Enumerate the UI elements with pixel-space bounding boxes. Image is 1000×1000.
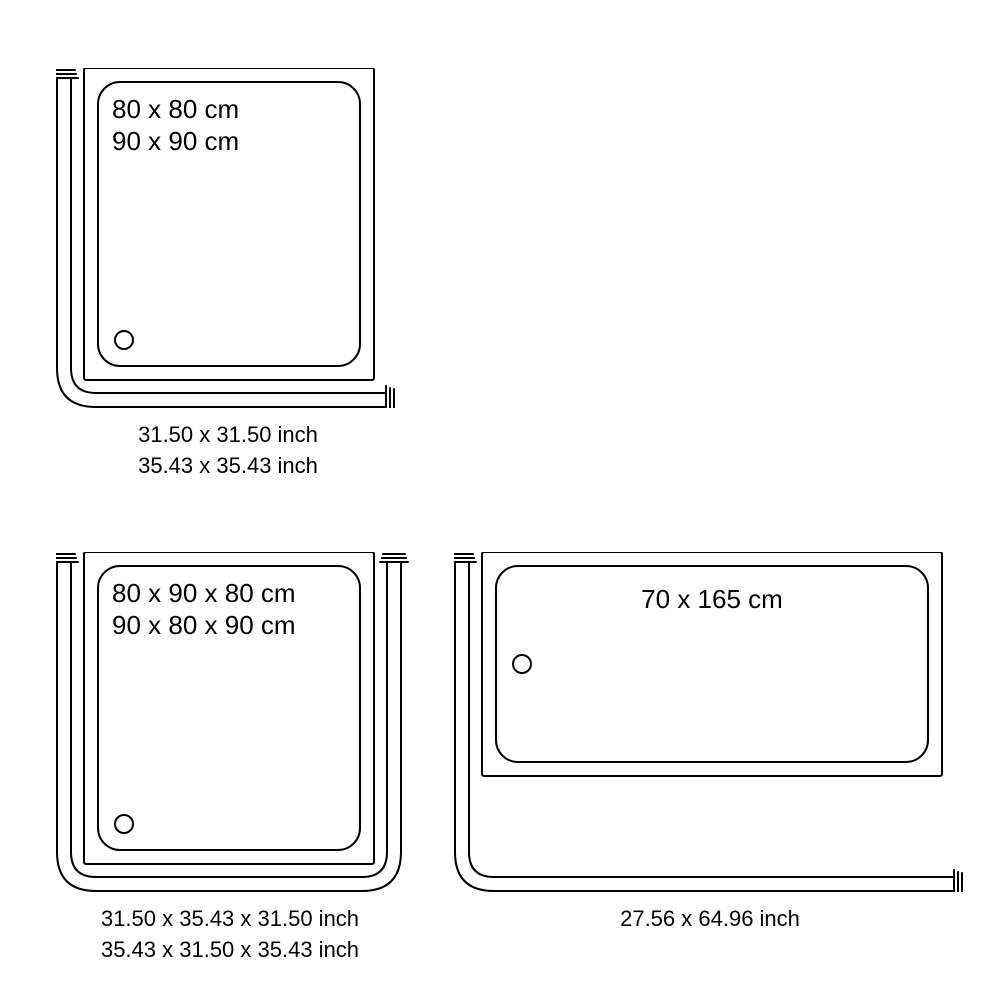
fig1-cm-line2: 90 x 90 cm — [112, 126, 239, 156]
fig1-caption: 31.50 x 31.50 inch 35.43 x 35.43 inch — [108, 420, 348, 482]
fig2-cm-line1: 80 x 90 x 80 cm — [112, 578, 296, 608]
fig1-cm-line1: 80 x 80 cm — [112, 94, 239, 124]
fig2-inch-line1: 31.50 x 35.43 x 31.50 inch — [101, 906, 359, 931]
fig2-inch-line2: 35.43 x 31.50 x 35.43 inch — [101, 937, 359, 962]
figure-rect-l: 70 x 165 cm — [454, 552, 964, 892]
svg-text:80 x 90 x 80 cm 90 x 80: 80 x 90 x 80 cm 90 x 80 x 90 cm — [112, 578, 303, 640]
svg-text:80 x 80 cm 90 x 90 cm: 80 x 80 cm 90 x 90 cm — [112, 94, 246, 156]
fig1-inch-line1: 31.50 x 31.50 inch — [138, 422, 318, 447]
fig2-caption: 31.50 x 35.43 x 31.50 inch 35.43 x 31.50… — [70, 904, 390, 966]
fig3-cm-line1: 70 x 165 cm — [641, 584, 783, 614]
fig3-caption: 27.56 x 64.96 inch — [570, 904, 850, 935]
svg-text:70 x 165 cm: 70 x 165 cm — [641, 584, 783, 614]
fig3-inch-line1: 27.56 x 64.96 inch — [620, 906, 800, 931]
figure-square-l: 80 x 80 cm 90 x 90 cm — [56, 68, 396, 408]
fig1-inch-line2: 35.43 x 35.43 inch — [138, 453, 318, 478]
fig2-cm-line2: 90 x 80 x 90 cm — [112, 610, 296, 640]
figure-square-u: 80 x 90 x 80 cm 90 x 80 x 90 cm — [56, 552, 416, 892]
